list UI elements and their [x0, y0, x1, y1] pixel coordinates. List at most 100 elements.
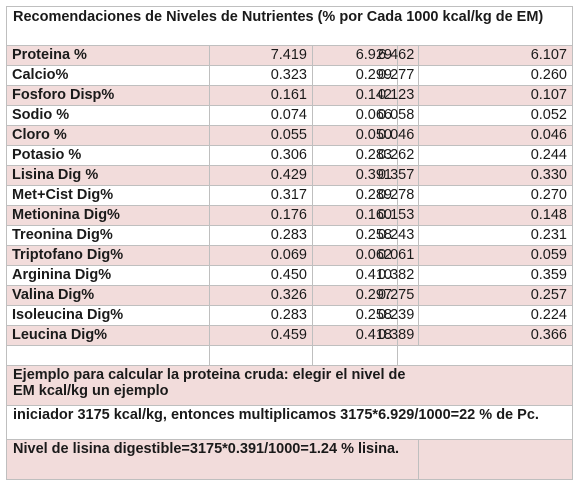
nutrient-value-2: 0.062 — [313, 246, 398, 265]
nutrient-value-4: 0.231 — [530, 227, 567, 243]
nutrient-value-4: 0.059 — [530, 247, 567, 263]
table-row: Met+Cist Dig% 0.317 0.289 0.278 0.270 — [7, 186, 572, 206]
nutrient-value-1: 0.450 — [210, 266, 313, 285]
nutrient-value-2: 0.066 — [313, 106, 398, 125]
empty-row — [7, 346, 572, 366]
table-title: Recomendaciones de Niveles de Nutrientes… — [13, 9, 544, 25]
note-text: Ejemplo para calcular la proteina cruda:… — [13, 367, 406, 399]
table-row: Arginina Dig% 0.450 0.410 0.382 0.359 — [7, 266, 572, 286]
nutrient-name: Treonina Dig% — [7, 226, 210, 245]
nutrient-name: Valina Dig% — [7, 286, 210, 305]
table-row: Triptofano Dig% 0.069 0.062 0.061 0.059 — [7, 246, 572, 266]
nutrient-value-2: 0.142 — [313, 86, 398, 105]
nutrient-value-4: 0.244 — [530, 147, 567, 163]
nutrient-name: Lisina Dig % — [7, 166, 210, 185]
nutrient-name: Fosforo Disp% — [7, 86, 210, 105]
table-row: Proteina % 7.419 6.929 6.462 6.107 — [7, 46, 572, 66]
nutrient-value-4: 6.107 — [530, 47, 567, 63]
note-row-3: Nivel de lisina digestible=3175*0.391/10… — [7, 440, 572, 479]
nutrient-value-2: 0.391 — [313, 166, 398, 185]
note-text: iniciador 3175 kcal/kg, entonces multipl… — [13, 407, 539, 423]
nutrient-value-4: 0.224 — [530, 307, 567, 323]
nutrient-value-4: 0.148 — [530, 207, 567, 223]
nutrient-name: Isoleucina Dig% — [7, 306, 210, 325]
nutrient-value-1: 0.317 — [210, 186, 313, 205]
table-row: Fosforo Disp% 0.161 0.142 0.123 0.107 — [7, 86, 572, 106]
nutrient-value-1: 0.283 — [210, 226, 313, 245]
nutrient-value-2: 0.050 — [313, 126, 398, 145]
note-text: Nivel de lisina digestible=3175*0.391/10… — [13, 441, 400, 457]
nutrient-value-2: 0.410 — [313, 266, 398, 285]
nutrient-value-3: 0.278 — [313, 186, 419, 205]
nutrient-value-1: 0.055 — [210, 126, 313, 145]
nutrient-value-4: 0.270 — [530, 187, 567, 203]
nutrient-value-4: 0.046 — [530, 127, 567, 143]
nutrient-value-1: 0.069 — [210, 246, 313, 265]
nutrient-value-3: 0.153 — [313, 206, 419, 225]
nutrient-value-3: 0.389 — [313, 326, 419, 345]
nutrient-name: Triptofano Dig% — [7, 246, 210, 265]
nutrient-value-2: 0.283 — [313, 146, 398, 165]
nutrient-value-1: 0.074 — [210, 106, 313, 125]
nutrient-value-2: 0.258 — [313, 226, 398, 245]
nutrient-value-2: 0.258 — [313, 306, 398, 325]
table-row: Lisina Dig % 0.429 0.391 0.357 0.330 — [7, 166, 572, 186]
nutrient-value-1: 0.429 — [210, 166, 313, 185]
nutrient-name: Leucina Dig% — [7, 326, 210, 345]
nutrient-value-3: 0.277 — [313, 66, 419, 85]
nutrient-value-3: 0.058 — [313, 106, 419, 125]
nutrient-value-1: 0.283 — [210, 306, 313, 325]
nutrient-value-4: 0.359 — [530, 267, 567, 283]
nutrient-value-3: 0.262 — [313, 146, 419, 165]
nutrient-value-1: 0.306 — [210, 146, 313, 165]
table-row: Leucina Dig% 0.459 0.418 0.389 0.366 — [7, 326, 572, 346]
nutrient-value-3: 0.123 — [313, 86, 419, 105]
nutrient-value-1: 0.176 — [210, 206, 313, 225]
nutrient-value-2: 0.418 — [313, 326, 398, 345]
table-row: Isoleucina Dig% 0.283 0.258 0.239 0.224 — [7, 306, 572, 326]
nutrient-value-4: 0.257 — [530, 287, 567, 303]
nutrient-value-1: 0.326 — [210, 286, 313, 305]
table-row: Sodio % 0.074 0.066 0.058 0.052 — [7, 106, 572, 126]
nutrient-value-2: 0.297 — [313, 286, 398, 305]
nutrient-value-3: 0.382 — [313, 266, 419, 285]
nutrient-table: Recomendaciones de Niveles de Nutrientes… — [6, 6, 573, 480]
nutrient-value-4: 0.107 — [530, 87, 567, 103]
nutrient-name: Proteina % — [7, 46, 210, 65]
nutrient-value-3: 0.243 — [313, 226, 419, 245]
nutrient-name: Metionina Dig% — [7, 206, 210, 225]
nutrient-value-3: 0.061 — [313, 246, 419, 265]
nutrient-value-3: 0.046 — [313, 126, 419, 145]
nutrient-name: Calcio% — [7, 66, 210, 85]
nutrient-value-3: 0.275 — [313, 286, 419, 305]
table-title-row: Recomendaciones de Niveles de Nutrientes… — [7, 7, 572, 46]
nutrient-name: Cloro % — [7, 126, 210, 145]
nutrient-value-4: 0.260 — [530, 67, 567, 83]
nutrient-value-1: 0.161 — [210, 86, 313, 105]
table-row: Valina Dig% 0.326 0.297 0.275 0.257 — [7, 286, 572, 306]
nutrient-value-4: 0.052 — [530, 107, 567, 123]
nutrient-name: Sodio % — [7, 106, 210, 125]
nutrient-value-3: 0.357 — [313, 166, 419, 185]
nutrient-name: Potasio % — [7, 146, 210, 165]
nutrient-value-4: 0.366 — [530, 327, 567, 343]
table-row: Cloro % 0.055 0.050 0.046 0.046 — [7, 126, 572, 146]
nutrient-value-3: 0.239 — [313, 306, 419, 325]
nutrient-value-1: 7.419 — [210, 46, 313, 65]
nutrient-name: Met+Cist Dig% — [7, 186, 210, 205]
nutrient-value-1: 0.323 — [210, 66, 313, 85]
table-row: Potasio % 0.306 0.283 0.262 0.244 — [7, 146, 572, 166]
note-row-1: Ejemplo para calcular la proteina cruda:… — [7, 366, 572, 406]
nutrient-value-4: 0.330 — [530, 167, 567, 183]
nutrient-value-3: 6.462 — [313, 46, 419, 65]
table-row: Metionina Dig% 0.176 0.160 0.153 0.148 — [7, 206, 572, 226]
nutrient-value-2: 0.299 — [313, 66, 398, 85]
nutrient-value-2: 0.289 — [313, 186, 398, 205]
table-row: Calcio% 0.323 0.299 0.277 0.260 — [7, 66, 572, 86]
note-row-2: iniciador 3175 kcal/kg, entonces multipl… — [7, 406, 572, 440]
nutrient-value-1: 0.459 — [210, 326, 313, 345]
nutrient-name: Arginina Dig% — [7, 266, 210, 285]
nutrient-value-2: 6.929 — [313, 46, 398, 65]
nutrient-value-2: 0.160 — [313, 206, 398, 225]
table-row: Treonina Dig% 0.283 0.258 0.243 0.231 — [7, 226, 572, 246]
